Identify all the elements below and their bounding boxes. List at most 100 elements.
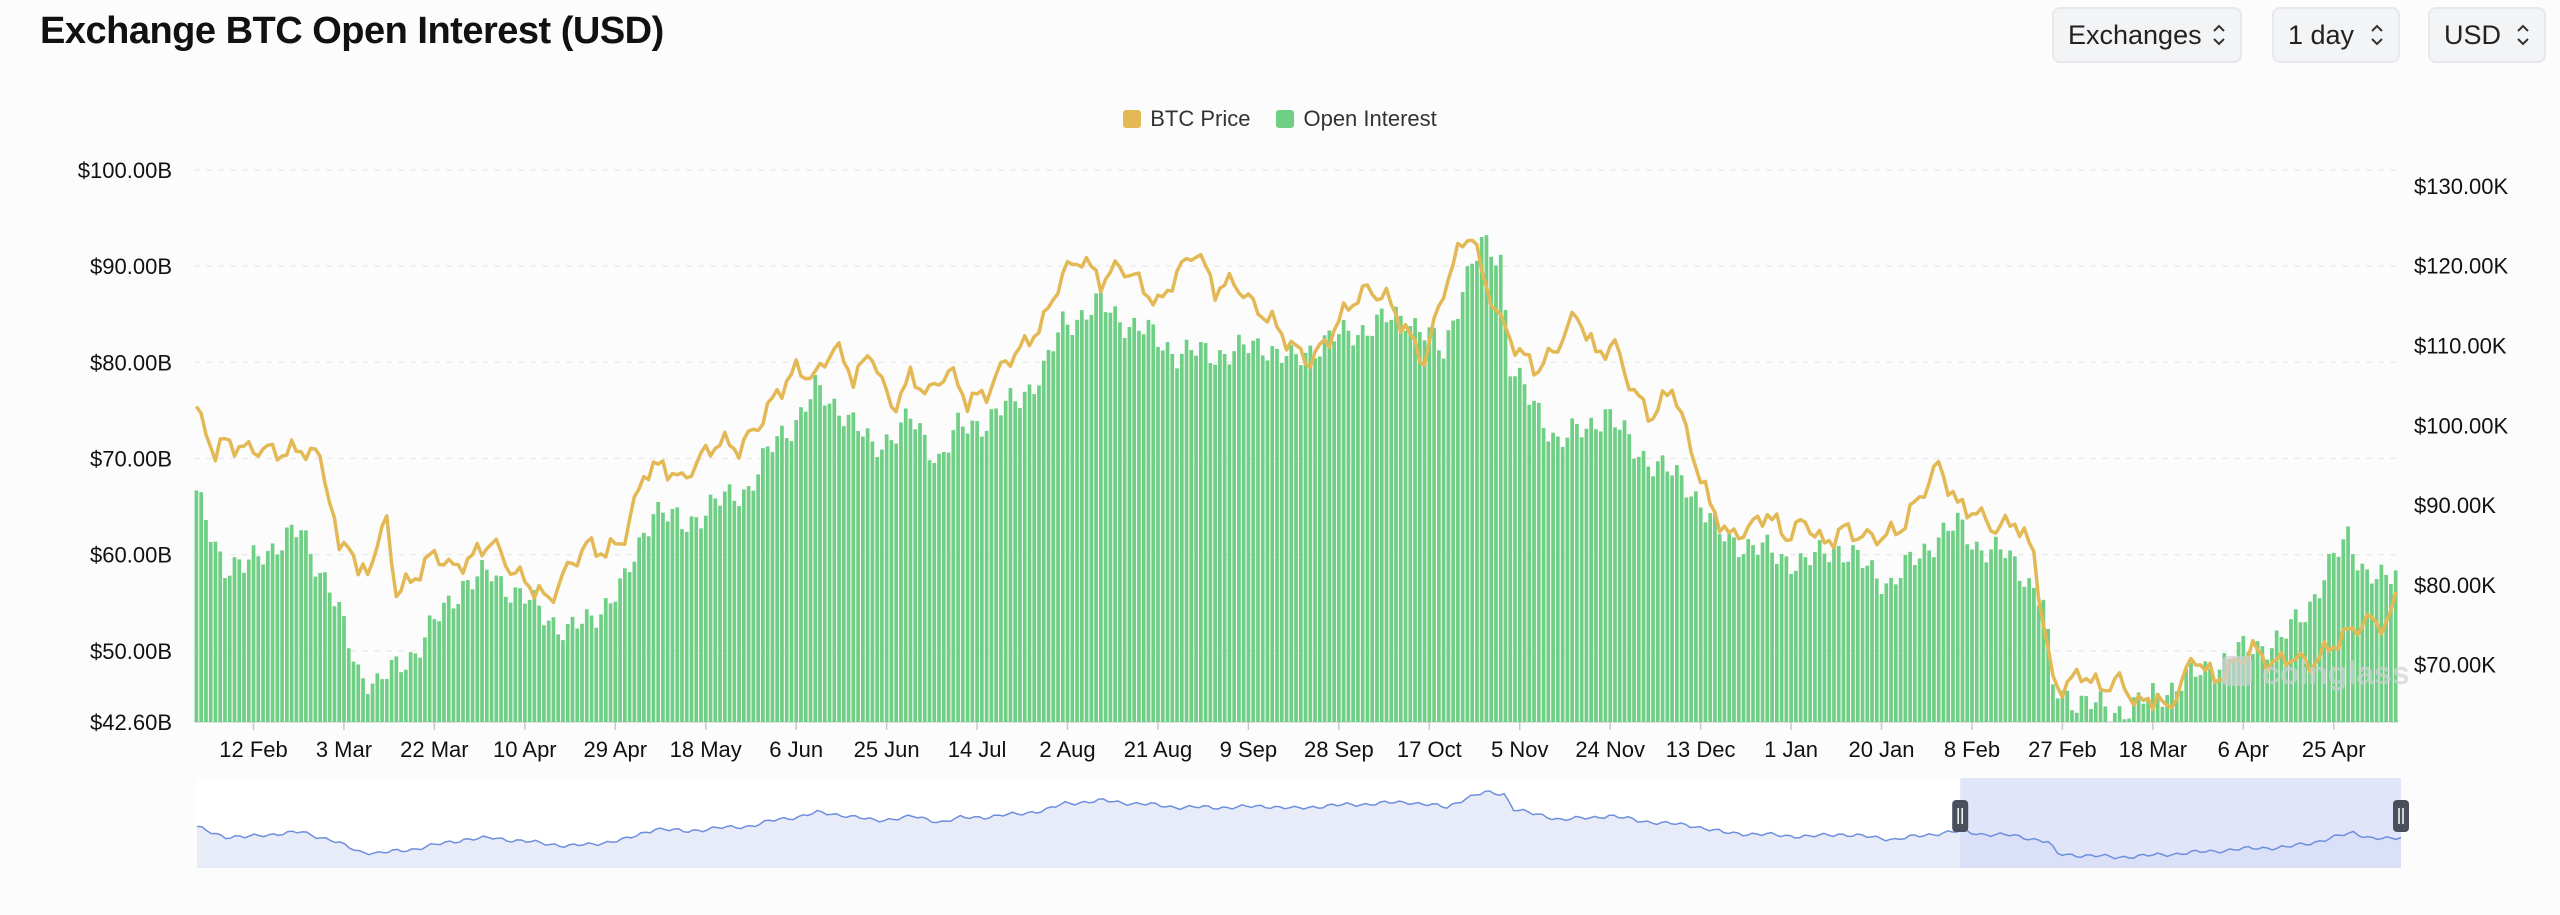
open-interest-bar bbox=[2079, 695, 2084, 722]
open-interest-bar bbox=[451, 608, 456, 722]
open-interest-bar bbox=[608, 603, 613, 722]
open-interest-bar bbox=[1970, 549, 1974, 722]
legend-swatch-btc-price bbox=[1123, 110, 1142, 128]
open-interest-bar bbox=[1113, 306, 1118, 722]
open-interest-bar bbox=[1413, 318, 1417, 722]
navigator-handle-right[interactable] bbox=[2393, 800, 2409, 832]
open-interest-bar bbox=[2132, 697, 2136, 722]
open-interest-bar bbox=[408, 652, 413, 722]
open-interest-bar bbox=[1251, 340, 1256, 722]
open-interest-bar bbox=[1441, 358, 1446, 722]
open-interest-bar bbox=[1232, 351, 1237, 722]
open-interest-bar bbox=[865, 428, 870, 722]
y-right-tick-label: $100.00K bbox=[2414, 413, 2509, 438]
open-interest-bar bbox=[703, 515, 708, 722]
open-interest-bar bbox=[732, 500, 737, 722]
open-interest-bar bbox=[818, 385, 822, 722]
open-interest-bar bbox=[941, 451, 946, 722]
open-interest-bar bbox=[1384, 322, 1389, 722]
open-interest-bar bbox=[970, 420, 975, 722]
open-interest-bar bbox=[232, 557, 237, 722]
open-interest-bar bbox=[727, 484, 732, 722]
open-interest-bar bbox=[1022, 391, 1027, 722]
open-interest-bar bbox=[875, 457, 879, 722]
open-interest-bar bbox=[899, 422, 903, 722]
watermark-text: coinglass bbox=[2262, 655, 2410, 691]
open-interest-bar bbox=[1003, 400, 1008, 722]
open-interest-bar bbox=[1636, 456, 1641, 722]
x-tick-label: 18 Mar bbox=[2119, 737, 2187, 762]
open-interest-bar bbox=[699, 528, 703, 722]
open-interest-bar bbox=[2298, 622, 2303, 722]
open-interest-bar bbox=[423, 637, 427, 722]
toolbar: Exchanges 1 day USD bbox=[0, 7, 2560, 67]
open-interest-bar bbox=[1822, 553, 1827, 722]
open-interest-bar bbox=[570, 616, 575, 722]
open-interest-bar bbox=[484, 569, 489, 722]
open-interest-bar bbox=[1008, 388, 1013, 722]
open-interest-bar bbox=[1589, 417, 1594, 722]
open-interest-bar bbox=[1503, 310, 1508, 722]
open-interest-bar bbox=[1375, 314, 1379, 722]
open-interest-bar bbox=[1760, 542, 1765, 722]
currency-select[interactable]: USD bbox=[2428, 7, 2546, 63]
open-interest-bar bbox=[999, 415, 1003, 722]
navigator-handle-left[interactable] bbox=[1952, 800, 1969, 832]
exchanges-select[interactable]: Exchanges bbox=[2052, 7, 2242, 63]
interval-select[interactable]: 1 day bbox=[2272, 7, 2400, 63]
open-interest-bar bbox=[1084, 319, 1089, 722]
x-tick-label: 13 Dec bbox=[1666, 737, 1736, 762]
open-interest-bar bbox=[346, 648, 351, 722]
open-interest-bar bbox=[1079, 310, 1084, 722]
open-interest-bar bbox=[375, 673, 380, 722]
open-interest-bar bbox=[380, 679, 384, 722]
open-interest-bar bbox=[1932, 557, 1936, 722]
open-interest-bar bbox=[489, 581, 494, 722]
range-navigator[interactable] bbox=[196, 778, 2409, 868]
open-interest-bar bbox=[922, 434, 927, 722]
open-interest-bar bbox=[2274, 630, 2279, 722]
open-interest-bar bbox=[1603, 409, 1608, 722]
open-interest-bar bbox=[1817, 540, 1822, 722]
open-interest-bar bbox=[613, 601, 618, 722]
open-interest-bar bbox=[1337, 334, 1341, 722]
x-tick-label: 25 Jun bbox=[854, 737, 920, 762]
open-interest-bar bbox=[2270, 648, 2274, 722]
open-interest-bar bbox=[1427, 327, 1432, 722]
open-interest-bar bbox=[2322, 580, 2327, 722]
open-interest-bar bbox=[1241, 344, 1246, 722]
chevron-up-down-icon bbox=[2517, 24, 2529, 46]
chart-legend: BTC Price Open Interest bbox=[0, 106, 2560, 132]
y-right-tick-label: $110.00K bbox=[2414, 333, 2507, 358]
legend-item-btc-price[interactable]: BTC Price bbox=[1123, 106, 1250, 132]
open-interest-bar bbox=[1789, 574, 1793, 722]
open-interest-bar bbox=[889, 440, 894, 722]
open-interest-bar bbox=[565, 624, 570, 722]
open-interest-bar bbox=[532, 590, 537, 722]
open-interest-bar bbox=[1613, 427, 1617, 722]
open-interest-bar bbox=[456, 604, 461, 722]
open-interest-bar bbox=[1870, 560, 1874, 722]
open-interest-bar bbox=[1798, 553, 1803, 722]
open-interest-bar bbox=[223, 577, 227, 722]
y-right-tick-label: $90.00K bbox=[2414, 493, 2496, 518]
open-interest-bar bbox=[285, 527, 289, 722]
x-tick-label: 24 Nov bbox=[1575, 737, 1645, 762]
open-interest-bar bbox=[270, 543, 275, 722]
open-interest-bar bbox=[1984, 562, 1989, 722]
open-interest-bar bbox=[1922, 543, 1927, 722]
open-interest-bar bbox=[2122, 719, 2127, 722]
y-right-tick-label: $80.00K bbox=[2414, 573, 2496, 598]
open-interest-bar bbox=[1175, 368, 1179, 722]
open-interest-bar bbox=[1122, 337, 1127, 722]
open-interest-bar bbox=[1027, 384, 1032, 722]
legend-item-open-interest[interactable]: Open Interest bbox=[1276, 106, 1437, 132]
y-right-tick-label: $120.00K bbox=[2414, 254, 2509, 279]
open-interest-bar bbox=[518, 588, 522, 722]
x-tick-label: 22 Mar bbox=[400, 737, 468, 762]
open-interest-bar bbox=[856, 431, 860, 722]
open-interest-bar bbox=[2355, 570, 2360, 722]
open-interest-bar bbox=[1855, 549, 1860, 722]
open-interest-bar bbox=[951, 430, 956, 722]
open-interest-bar bbox=[1989, 549, 1993, 722]
